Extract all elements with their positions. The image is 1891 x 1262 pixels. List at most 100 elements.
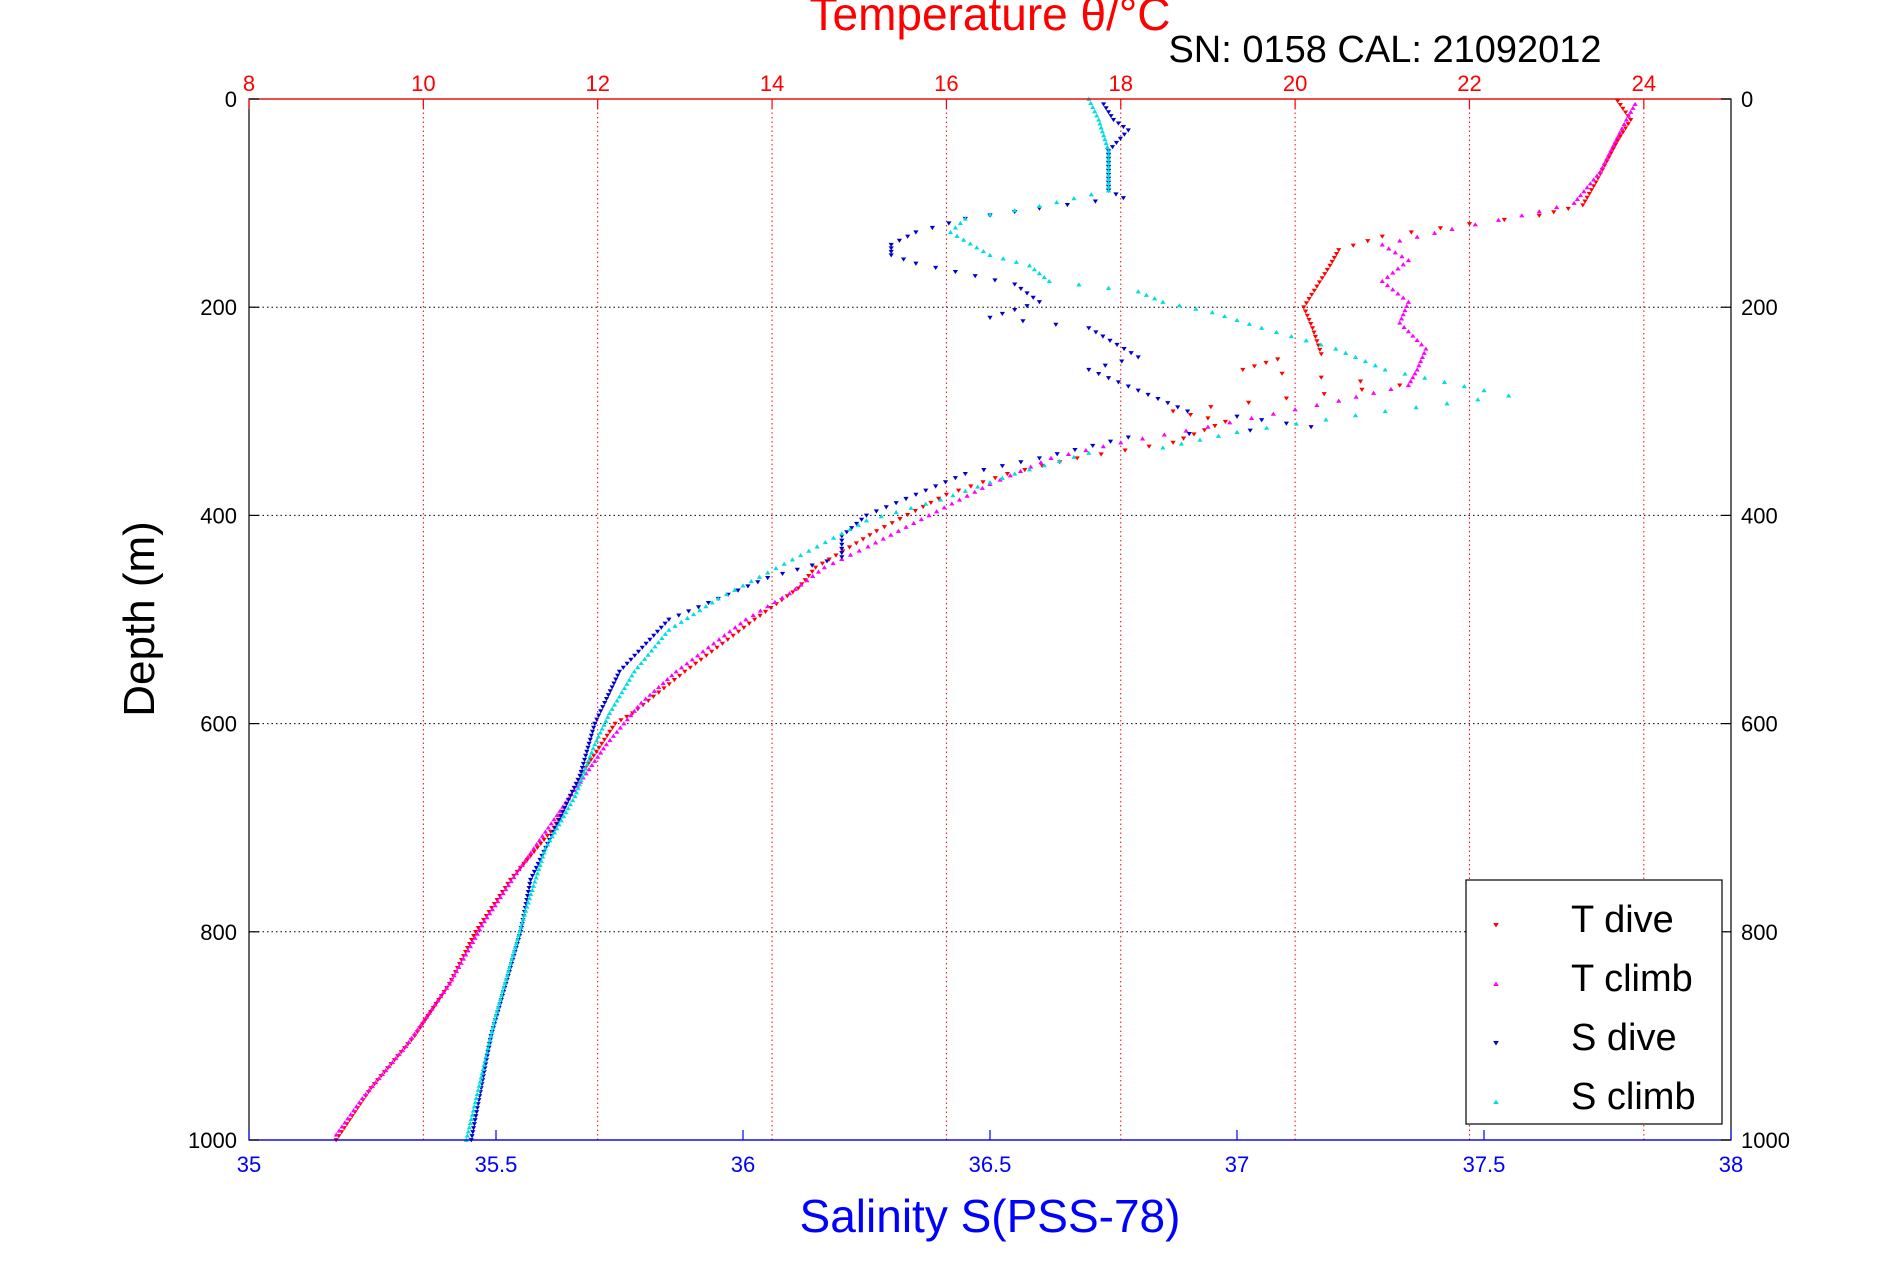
data-point <box>629 673 635 678</box>
data-point <box>658 625 664 630</box>
data-point <box>913 261 919 266</box>
data-point <box>497 895 504 900</box>
data-point <box>399 1047 406 1053</box>
data-point <box>923 488 929 493</box>
data-point <box>1115 121 1122 126</box>
data-point <box>491 1021 497 1026</box>
data-point <box>465 1129 471 1134</box>
data-point <box>1312 334 1319 340</box>
data-point <box>601 737 608 742</box>
data-point <box>1322 272 1328 277</box>
data-point <box>1170 440 1176 445</box>
data-point <box>1323 417 1329 422</box>
data-point <box>475 925 481 931</box>
data-point <box>839 555 845 560</box>
series-t-climb <box>333 101 1638 1137</box>
data-point <box>934 509 940 514</box>
data-point <box>467 944 474 949</box>
data-point <box>339 1124 345 1129</box>
data-point <box>798 552 804 558</box>
data-point <box>1519 213 1525 218</box>
data-point <box>987 315 993 320</box>
data-point <box>470 1126 477 1131</box>
data-point <box>1146 444 1152 449</box>
data-point <box>1275 357 1281 362</box>
data-point <box>484 915 490 920</box>
data-point <box>497 996 504 1001</box>
data-point <box>1114 342 1120 348</box>
data-point <box>1379 242 1385 247</box>
data-point <box>1303 338 1309 343</box>
data-point <box>545 842 551 847</box>
data-point <box>528 891 534 897</box>
data-point <box>830 535 837 540</box>
data-point <box>1101 102 1107 107</box>
data-point <box>1105 168 1112 173</box>
data-point <box>1283 396 1289 401</box>
data-point <box>1612 142 1619 148</box>
data-point <box>684 615 691 621</box>
data-point <box>569 789 575 795</box>
data-point <box>618 718 624 723</box>
data-point <box>745 584 751 589</box>
data-point <box>1143 292 1150 297</box>
data-point <box>1088 100 1094 105</box>
data-point <box>527 877 534 883</box>
data-point <box>839 551 845 556</box>
data-point <box>992 476 998 481</box>
data-point <box>563 810 569 815</box>
data-point <box>1390 270 1396 275</box>
data-point <box>638 660 644 666</box>
legend: T dive T climb S dive S climb <box>1465 879 1723 1125</box>
data-point <box>474 931 481 936</box>
data-point <box>1135 355 1141 360</box>
data-point <box>538 858 545 863</box>
data-point <box>524 857 530 863</box>
data-point <box>586 758 592 763</box>
data-point <box>500 988 506 993</box>
data-point <box>508 879 514 884</box>
data-point <box>542 846 548 851</box>
data-point <box>534 842 540 847</box>
data-point <box>607 710 613 716</box>
data-point <box>888 532 894 537</box>
data-point <box>1599 165 1606 170</box>
data-point <box>1617 134 1623 139</box>
data-point <box>1437 226 1444 231</box>
data-point <box>396 1051 402 1057</box>
data-point <box>762 609 769 615</box>
data-point <box>1178 441 1185 446</box>
data-point <box>561 814 567 819</box>
data-point <box>414 1027 421 1032</box>
data-point <box>1024 291 1030 296</box>
data-point <box>632 653 638 658</box>
data-point <box>544 833 551 839</box>
data-point <box>863 518 870 523</box>
data-point <box>1630 105 1636 110</box>
data-point <box>624 661 630 666</box>
data-point <box>1090 104 1096 110</box>
data-point <box>1108 114 1114 119</box>
data-point <box>376 1076 382 1081</box>
data-point <box>1472 222 1478 227</box>
temperature-tick-label: 8 <box>243 71 255 96</box>
data-point <box>872 540 879 545</box>
data-point <box>1086 450 1092 455</box>
data-point <box>528 853 534 859</box>
data-point <box>526 896 533 901</box>
data-point <box>1104 144 1110 149</box>
data-point <box>1105 184 1112 189</box>
data-point <box>1036 271 1042 276</box>
data-point <box>393 1055 399 1061</box>
data-point <box>895 528 902 533</box>
data-point <box>1105 180 1112 185</box>
data-point <box>594 738 600 743</box>
data-point <box>889 521 895 526</box>
data-point <box>481 1062 487 1067</box>
data-point <box>435 998 441 1003</box>
data-point <box>839 546 845 552</box>
data-point <box>867 533 873 538</box>
data-point <box>578 778 584 783</box>
data-points-layer <box>333 96 1638 1143</box>
data-point <box>588 757 594 762</box>
